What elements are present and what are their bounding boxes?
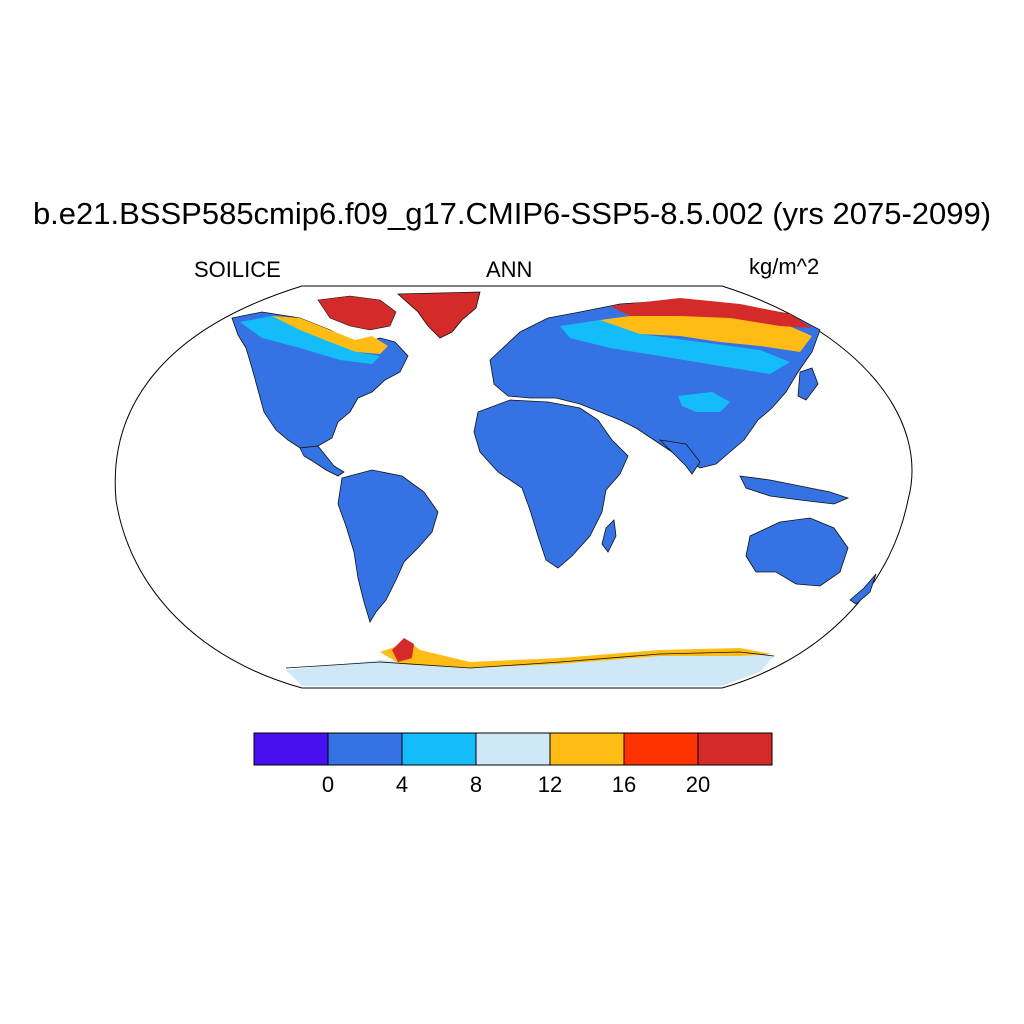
central-america-landmass — [299, 445, 345, 477]
colorbar-swatch — [697, 732, 773, 766]
map-outline — [114, 285, 913, 689]
colorbar-tick-label: 20 — [685, 772, 711, 797]
units-label: kg/m^2 — [749, 254, 820, 279]
siberia-light-band — [560, 320, 790, 374]
colorbar-swatch — [549, 732, 625, 766]
antarctica-peninsula — [392, 638, 414, 662]
antarctica-coast — [286, 650, 774, 686]
colorbar-swatch — [401, 732, 477, 766]
colorbar-swatch — [623, 732, 699, 766]
variable-label: SOILICE — [194, 257, 281, 282]
figure-title: b.e21.BSSP585cmip6.f09_g17.CMIP6-SSP5-8.… — [32, 196, 992, 231]
africa-landmass — [473, 399, 629, 569]
colorbar-tick-label: 0 — [321, 772, 335, 797]
colorbar-swatch — [327, 732, 403, 766]
south-america-landmass — [337, 469, 439, 623]
antarctica-outline — [285, 651, 775, 669]
madagascar-landmass — [601, 519, 617, 553]
indonesia-islands — [739, 475, 850, 505]
antarctica-coast-warm — [380, 642, 772, 668]
greenland-landmass — [396, 291, 481, 339]
japan-landmass — [797, 367, 819, 401]
colorbar-swatch — [253, 732, 329, 766]
siberia-hot-band — [610, 298, 812, 328]
arctic-canada-light — [240, 316, 380, 364]
arctic-canada-islands — [317, 295, 397, 331]
arctic-canada-band — [272, 316, 388, 354]
season-label: ANN — [486, 257, 533, 282]
tibet-patch — [678, 392, 730, 412]
colorbar-tick-label: 16 — [611, 772, 637, 797]
colorbar-swatch — [475, 732, 551, 766]
colorbar-tick-label: 12 — [537, 772, 563, 797]
australia-landmass — [745, 517, 849, 587]
new-zealand-landmass — [849, 573, 877, 605]
colorbar-tick-label: 4 — [395, 772, 409, 797]
india-landmass — [658, 439, 701, 475]
colorbar-tick-label: 8 — [469, 772, 483, 797]
